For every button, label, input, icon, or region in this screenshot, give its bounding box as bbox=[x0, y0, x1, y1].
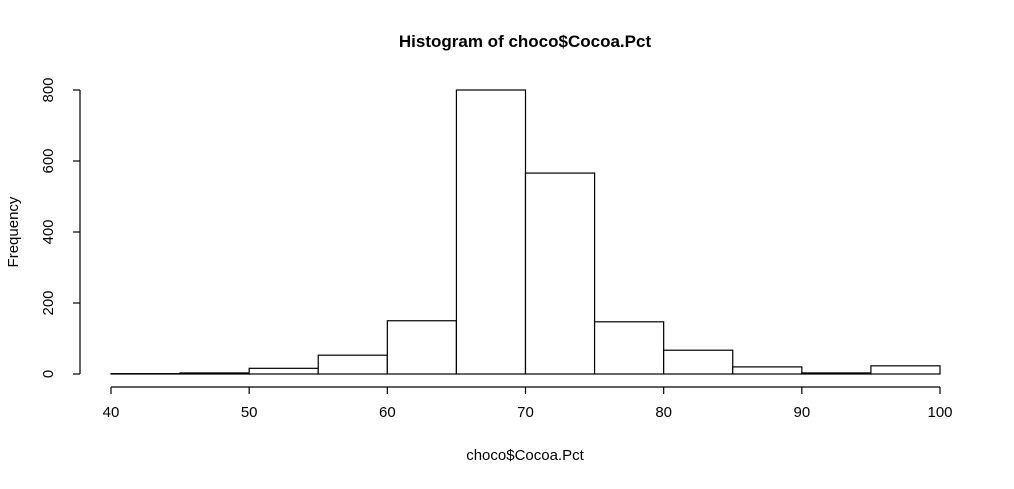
histogram-bar-65-70 bbox=[456, 90, 525, 374]
histogram-bar-45-50 bbox=[180, 373, 249, 374]
y-axis-label: Frequency bbox=[5, 196, 22, 267]
x-tick-label-90: 90 bbox=[793, 404, 810, 421]
y-tick-label-400: 400 bbox=[40, 219, 57, 244]
x-tick-label-80: 80 bbox=[655, 404, 672, 421]
y-tick-label-0: 0 bbox=[40, 370, 57, 378]
histogram-bar-75-80 bbox=[595, 322, 664, 374]
x-tick-label-100: 100 bbox=[927, 404, 952, 421]
chart-title: Histogram of choco$Cocoa.Pct bbox=[399, 32, 652, 51]
histogram-bar-90-95 bbox=[802, 373, 871, 374]
bars-group bbox=[111, 90, 940, 374]
histogram-bar-55-60 bbox=[318, 355, 387, 374]
histogram-bar-50-55 bbox=[249, 368, 318, 374]
y-tick-label-800: 800 bbox=[40, 77, 57, 102]
x-tick-label-60: 60 bbox=[379, 404, 396, 421]
histogram-bar-70-75 bbox=[526, 173, 595, 374]
y-axis: 0 200 400 600 800 bbox=[40, 77, 80, 378]
histogram-bar-60-65 bbox=[387, 321, 456, 374]
histogram-bar-85-90 bbox=[733, 367, 802, 374]
histogram-bar-95-100 bbox=[871, 366, 940, 374]
histogram-bar-80-85 bbox=[664, 350, 733, 374]
y-tick-label-600: 600 bbox=[40, 148, 57, 173]
x-tick-label-70: 70 bbox=[517, 404, 534, 421]
y-tick-label-200: 200 bbox=[40, 290, 57, 315]
x-axis-label: choco$Cocoa.Pct bbox=[466, 447, 584, 464]
x-axis: 40 50 60 70 80 90 100 bbox=[103, 387, 953, 421]
x-tick-label-50: 50 bbox=[241, 404, 258, 421]
x-tick-label-40: 40 bbox=[103, 404, 120, 421]
